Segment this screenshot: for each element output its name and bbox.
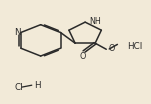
Text: HCl: HCl (127, 42, 142, 51)
Text: N: N (14, 28, 21, 37)
Text: Cl: Cl (15, 83, 23, 92)
Text: H: H (34, 81, 41, 90)
Text: O: O (79, 52, 85, 61)
Text: O: O (108, 45, 115, 53)
Text: NH: NH (89, 17, 101, 26)
